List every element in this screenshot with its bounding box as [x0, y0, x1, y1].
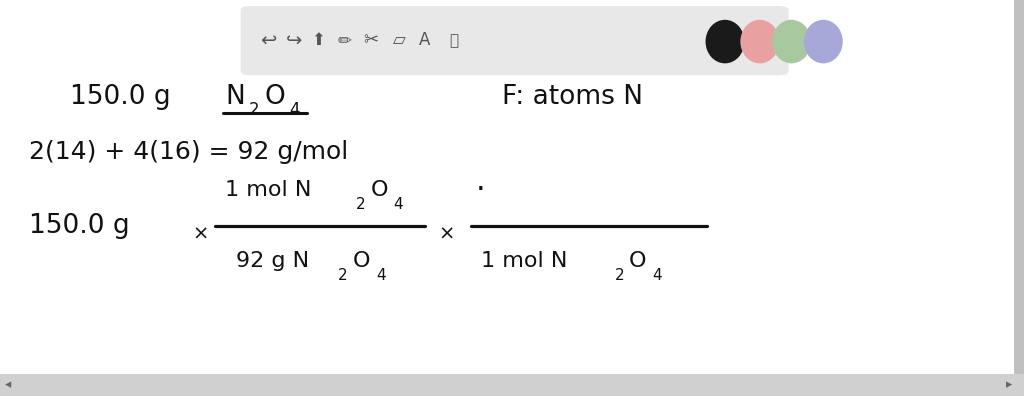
Text: 2: 2 — [338, 268, 347, 283]
Text: O: O — [629, 251, 646, 271]
Text: 2(14) + 4(16) = 92 g/mol: 2(14) + 4(16) = 92 g/mol — [29, 141, 348, 164]
Text: ✏: ✏ — [337, 31, 351, 50]
Text: ✂: ✂ — [364, 31, 378, 50]
Text: 1 mol N: 1 mol N — [225, 180, 311, 200]
Text: O: O — [264, 84, 285, 110]
Text: ▸: ▸ — [1006, 379, 1012, 391]
Text: O: O — [371, 180, 388, 200]
Text: 150.0 g: 150.0 g — [29, 213, 129, 239]
Ellipse shape — [740, 20, 779, 63]
Text: ↩: ↩ — [260, 31, 276, 50]
Text: 2: 2 — [249, 101, 259, 119]
Text: 92 g N: 92 g N — [236, 251, 308, 271]
Text: ×: × — [193, 225, 209, 244]
Text: 4: 4 — [393, 197, 402, 212]
Text: 4: 4 — [289, 101, 299, 119]
Text: O: O — [352, 251, 370, 271]
Bar — [1014, 0, 1024, 396]
Text: ↪: ↪ — [286, 31, 302, 50]
Text: 2: 2 — [614, 268, 624, 283]
Text: 150.0 g: 150.0 g — [70, 84, 178, 110]
Text: 1 mol N: 1 mol N — [481, 251, 567, 271]
Text: 4: 4 — [376, 268, 385, 283]
Text: ◂: ◂ — [5, 379, 11, 391]
Text: N: N — [225, 84, 245, 110]
Text: 2: 2 — [356, 197, 366, 212]
Text: ▱: ▱ — [393, 31, 406, 50]
Ellipse shape — [706, 20, 744, 63]
Ellipse shape — [772, 20, 811, 63]
Bar — [0, 374, 1024, 396]
Text: A: A — [419, 31, 431, 50]
Text: F: atoms N: F: atoms N — [502, 84, 643, 110]
FancyBboxPatch shape — [241, 6, 788, 75]
Ellipse shape — [804, 20, 843, 63]
Text: 🖼: 🖼 — [450, 33, 458, 48]
Text: 4: 4 — [652, 268, 662, 283]
Text: ⬆: ⬆ — [311, 31, 326, 50]
Text: ×: × — [438, 225, 455, 244]
Text: ·: · — [476, 175, 485, 205]
